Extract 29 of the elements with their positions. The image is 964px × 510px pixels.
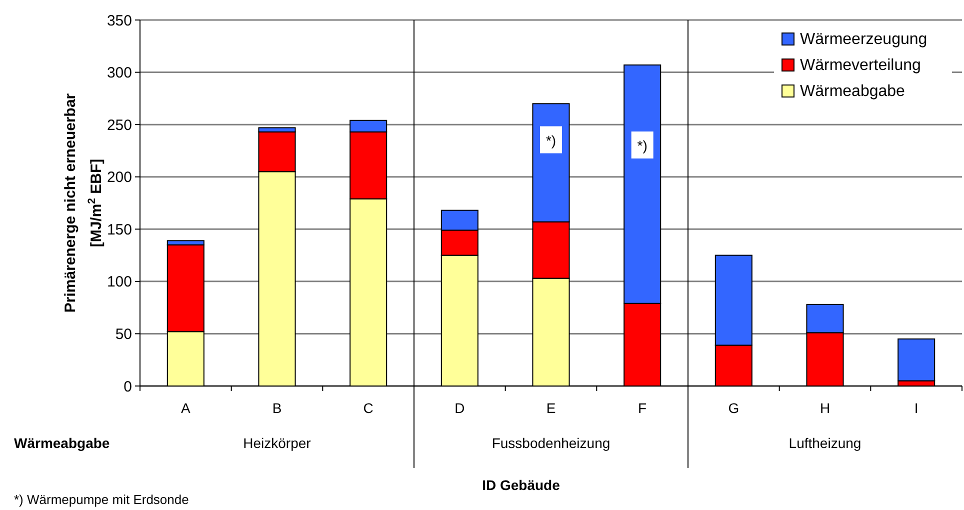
- x-tick-label: D: [454, 400, 465, 416]
- annotation: *): [637, 137, 648, 154]
- y-tick-label: 250: [106, 116, 132, 134]
- y-tick-label: 300: [106, 64, 132, 82]
- y-tick-label: 50: [115, 326, 132, 343]
- x-axis-title: ID Gebäude: [482, 477, 560, 493]
- x-tick-label: E: [546, 400, 556, 416]
- text: Luftheizung: [788, 435, 862, 451]
- x-tick-label: B: [272, 400, 282, 416]
- y-tick-label: 150: [106, 221, 132, 238]
- legend-label: Wärmeerzeugung: [800, 31, 928, 48]
- x-tick-label: A: [180, 400, 191, 416]
- y-tick-label: 350: [106, 12, 132, 30]
- y-tick-label: 200: [106, 169, 132, 186]
- x-tick-label: C: [363, 400, 374, 416]
- legend-label: Wärmeabgabe: [800, 83, 906, 100]
- y-tick-label: 100: [106, 274, 132, 291]
- text: Heizkörper: [243, 435, 312, 451]
- text: *) Wärmepumpe mit Erdsonde: [14, 492, 189, 507]
- x-tick-label: H: [820, 400, 830, 416]
- x-tick-label: F: [638, 400, 647, 416]
- x-tick-label: I: [914, 400, 918, 416]
- annotation: *): [546, 132, 556, 148]
- legend-label: Wärmeverteilung: [800, 57, 921, 74]
- x-tick-label: G: [728, 400, 740, 416]
- text: Fussbodenheizung: [492, 435, 610, 451]
- y-tick-label: 0: [124, 378, 132, 396]
- bar: [898, 338, 936, 382]
- text: Wärmeabgabe: [14, 435, 110, 451]
